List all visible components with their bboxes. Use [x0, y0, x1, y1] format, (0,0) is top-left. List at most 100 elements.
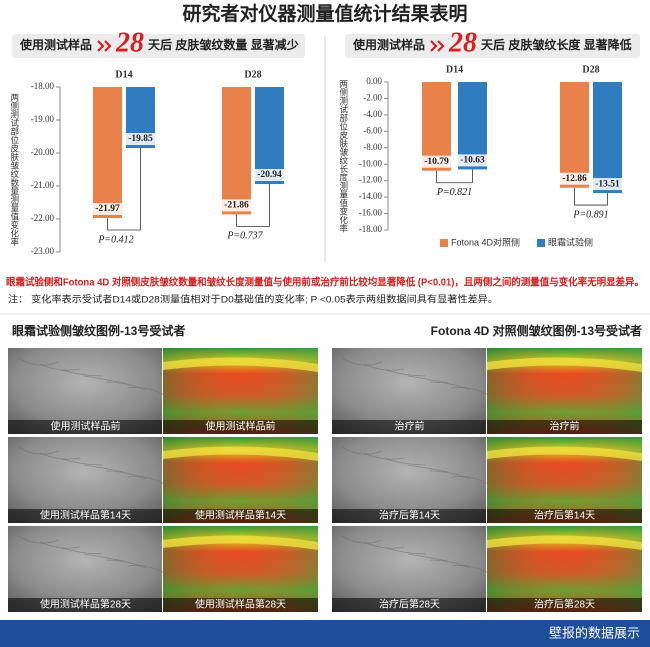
caption-bar: [163, 420, 318, 434]
value-label: -13.51: [595, 179, 620, 189]
bar: [222, 87, 251, 215]
wrinkle: [39, 452, 81, 460]
caption-bar: [487, 598, 642, 612]
heatmap-band: [163, 357, 318, 372]
caption-bar: [8, 598, 162, 612]
category-label: D14: [115, 69, 132, 80]
value-label: -12.86: [562, 174, 587, 184]
caption: 治疗前: [395, 420, 425, 433]
y-tick-label: -14.00: [359, 191, 383, 201]
wrinkle: [39, 363, 81, 371]
bar: [593, 82, 622, 194]
panel-heading-bg: [8, 322, 228, 342]
skin-image: [332, 526, 486, 612]
legend-swatch: [537, 239, 546, 247]
headline-lead: 使用测试样品: [19, 37, 92, 52]
wrinkle: [407, 553, 449, 562]
wrinkle: [341, 446, 383, 455]
wrinkle: [105, 559, 147, 569]
y-tick-label: -18.00: [359, 224, 383, 234]
wrinkle: [407, 375, 449, 384]
value-label: -19.85: [128, 134, 153, 144]
category-label: D14: [446, 64, 463, 75]
legend-label: 眼霜试验侧: [548, 236, 593, 247]
value-label: -21.97: [95, 204, 120, 214]
chevron: [97, 40, 105, 52]
caption: 治疗后第14天: [534, 509, 595, 522]
caption-bar: [332, 509, 486, 523]
wrinkle: [385, 458, 427, 466]
y-tick-label: -6.00: [363, 125, 382, 135]
wrinkle: [17, 446, 59, 455]
wrinkle: [61, 369, 103, 377]
value-label-bg: [220, 199, 253, 212]
value-label-bg: [91, 203, 124, 216]
wrinkle: [83, 464, 125, 473]
panel-heading: 眼霜试验侧皱纹图例-13号受试者: [12, 323, 185, 338]
wrinkle: [429, 381, 471, 391]
value-label: -10.63: [460, 156, 485, 166]
panel-heading-bg: [422, 322, 642, 342]
y-tick-label: -21.00: [31, 180, 55, 190]
caption: 使用测试样品前: [51, 420, 121, 433]
wrinkle: [385, 369, 427, 377]
legend-swatch: [440, 239, 448, 247]
skin-image: [332, 348, 486, 434]
note: 注： 变化率表示受试者D14或D28测量值相对于D0基础值的变化率; P <0.…: [8, 294, 498, 306]
wrinkle: [341, 535, 383, 544]
wrinkle: [17, 357, 59, 366]
chevron: [437, 40, 445, 52]
wrinkle: [363, 363, 405, 371]
y-tick-label: -8.00: [363, 142, 382, 152]
caption: 使用测试样品第28天: [195, 598, 286, 611]
value-label-bg: [456, 154, 489, 167]
y-tick-label: -23.00: [31, 246, 55, 256]
value-label-bg: [420, 155, 453, 168]
wrinkle: [429, 559, 471, 569]
category-label: D28: [244, 69, 261, 80]
y-tick-label: -18.00: [31, 81, 55, 91]
headline-days: 28: [448, 27, 477, 58]
y-axis-label: 两侧测试部位皮肤皱纹长度测量值变化率: [339, 80, 349, 234]
caption-bar: [8, 420, 162, 434]
wrinkle: [363, 541, 405, 549]
heatmap-band: [487, 535, 642, 550]
headline-box: [345, 34, 640, 58]
chevron: [430, 40, 438, 52]
heatmap-band: [163, 446, 318, 461]
y-tick-label: -20.00: [31, 147, 55, 157]
wrinkle: [341, 357, 383, 366]
y-tick-label: -2.00: [363, 93, 382, 103]
p-value: P=0.891: [572, 209, 608, 220]
wrinkle: [363, 452, 405, 460]
headline-lead: 使用测试样品: [352, 37, 425, 52]
value-label-bg: [558, 172, 591, 185]
value-label-bg: [591, 178, 624, 191]
chevron: [104, 40, 112, 52]
caption: 治疗后第28天: [534, 598, 595, 611]
category-label: D28: [582, 64, 599, 75]
skin-image: [8, 526, 162, 612]
caption: 治疗后第28天: [379, 598, 440, 611]
caption: 使用测试样品第28天: [40, 598, 131, 611]
wrinkle: [429, 470, 471, 480]
caption: 使用测试样品前: [206, 420, 276, 433]
caption: 治疗后第14天: [379, 509, 440, 522]
headline-box: [12, 34, 305, 58]
bar: [93, 87, 122, 219]
value-label-bg: [124, 133, 157, 146]
wrinkle: [407, 464, 449, 473]
wrinkle: [83, 375, 125, 384]
heatmap-band: [487, 357, 642, 372]
bar: [560, 82, 589, 188]
footer-bar: [0, 620, 650, 647]
caption-bar: [332, 420, 486, 434]
bar: [255, 87, 284, 185]
value-label-bg: [253, 169, 286, 182]
wrinkle: [17, 535, 59, 544]
value-label: -20.94: [257, 170, 282, 180]
p-value: P=0.821: [436, 187, 472, 198]
skin-image: [8, 437, 162, 523]
conclusion: 眼霜试验侧和Fotona 4D 对照侧皮肤皱纹数量和皱纹长度测量值与使用前或治疗…: [6, 276, 644, 289]
